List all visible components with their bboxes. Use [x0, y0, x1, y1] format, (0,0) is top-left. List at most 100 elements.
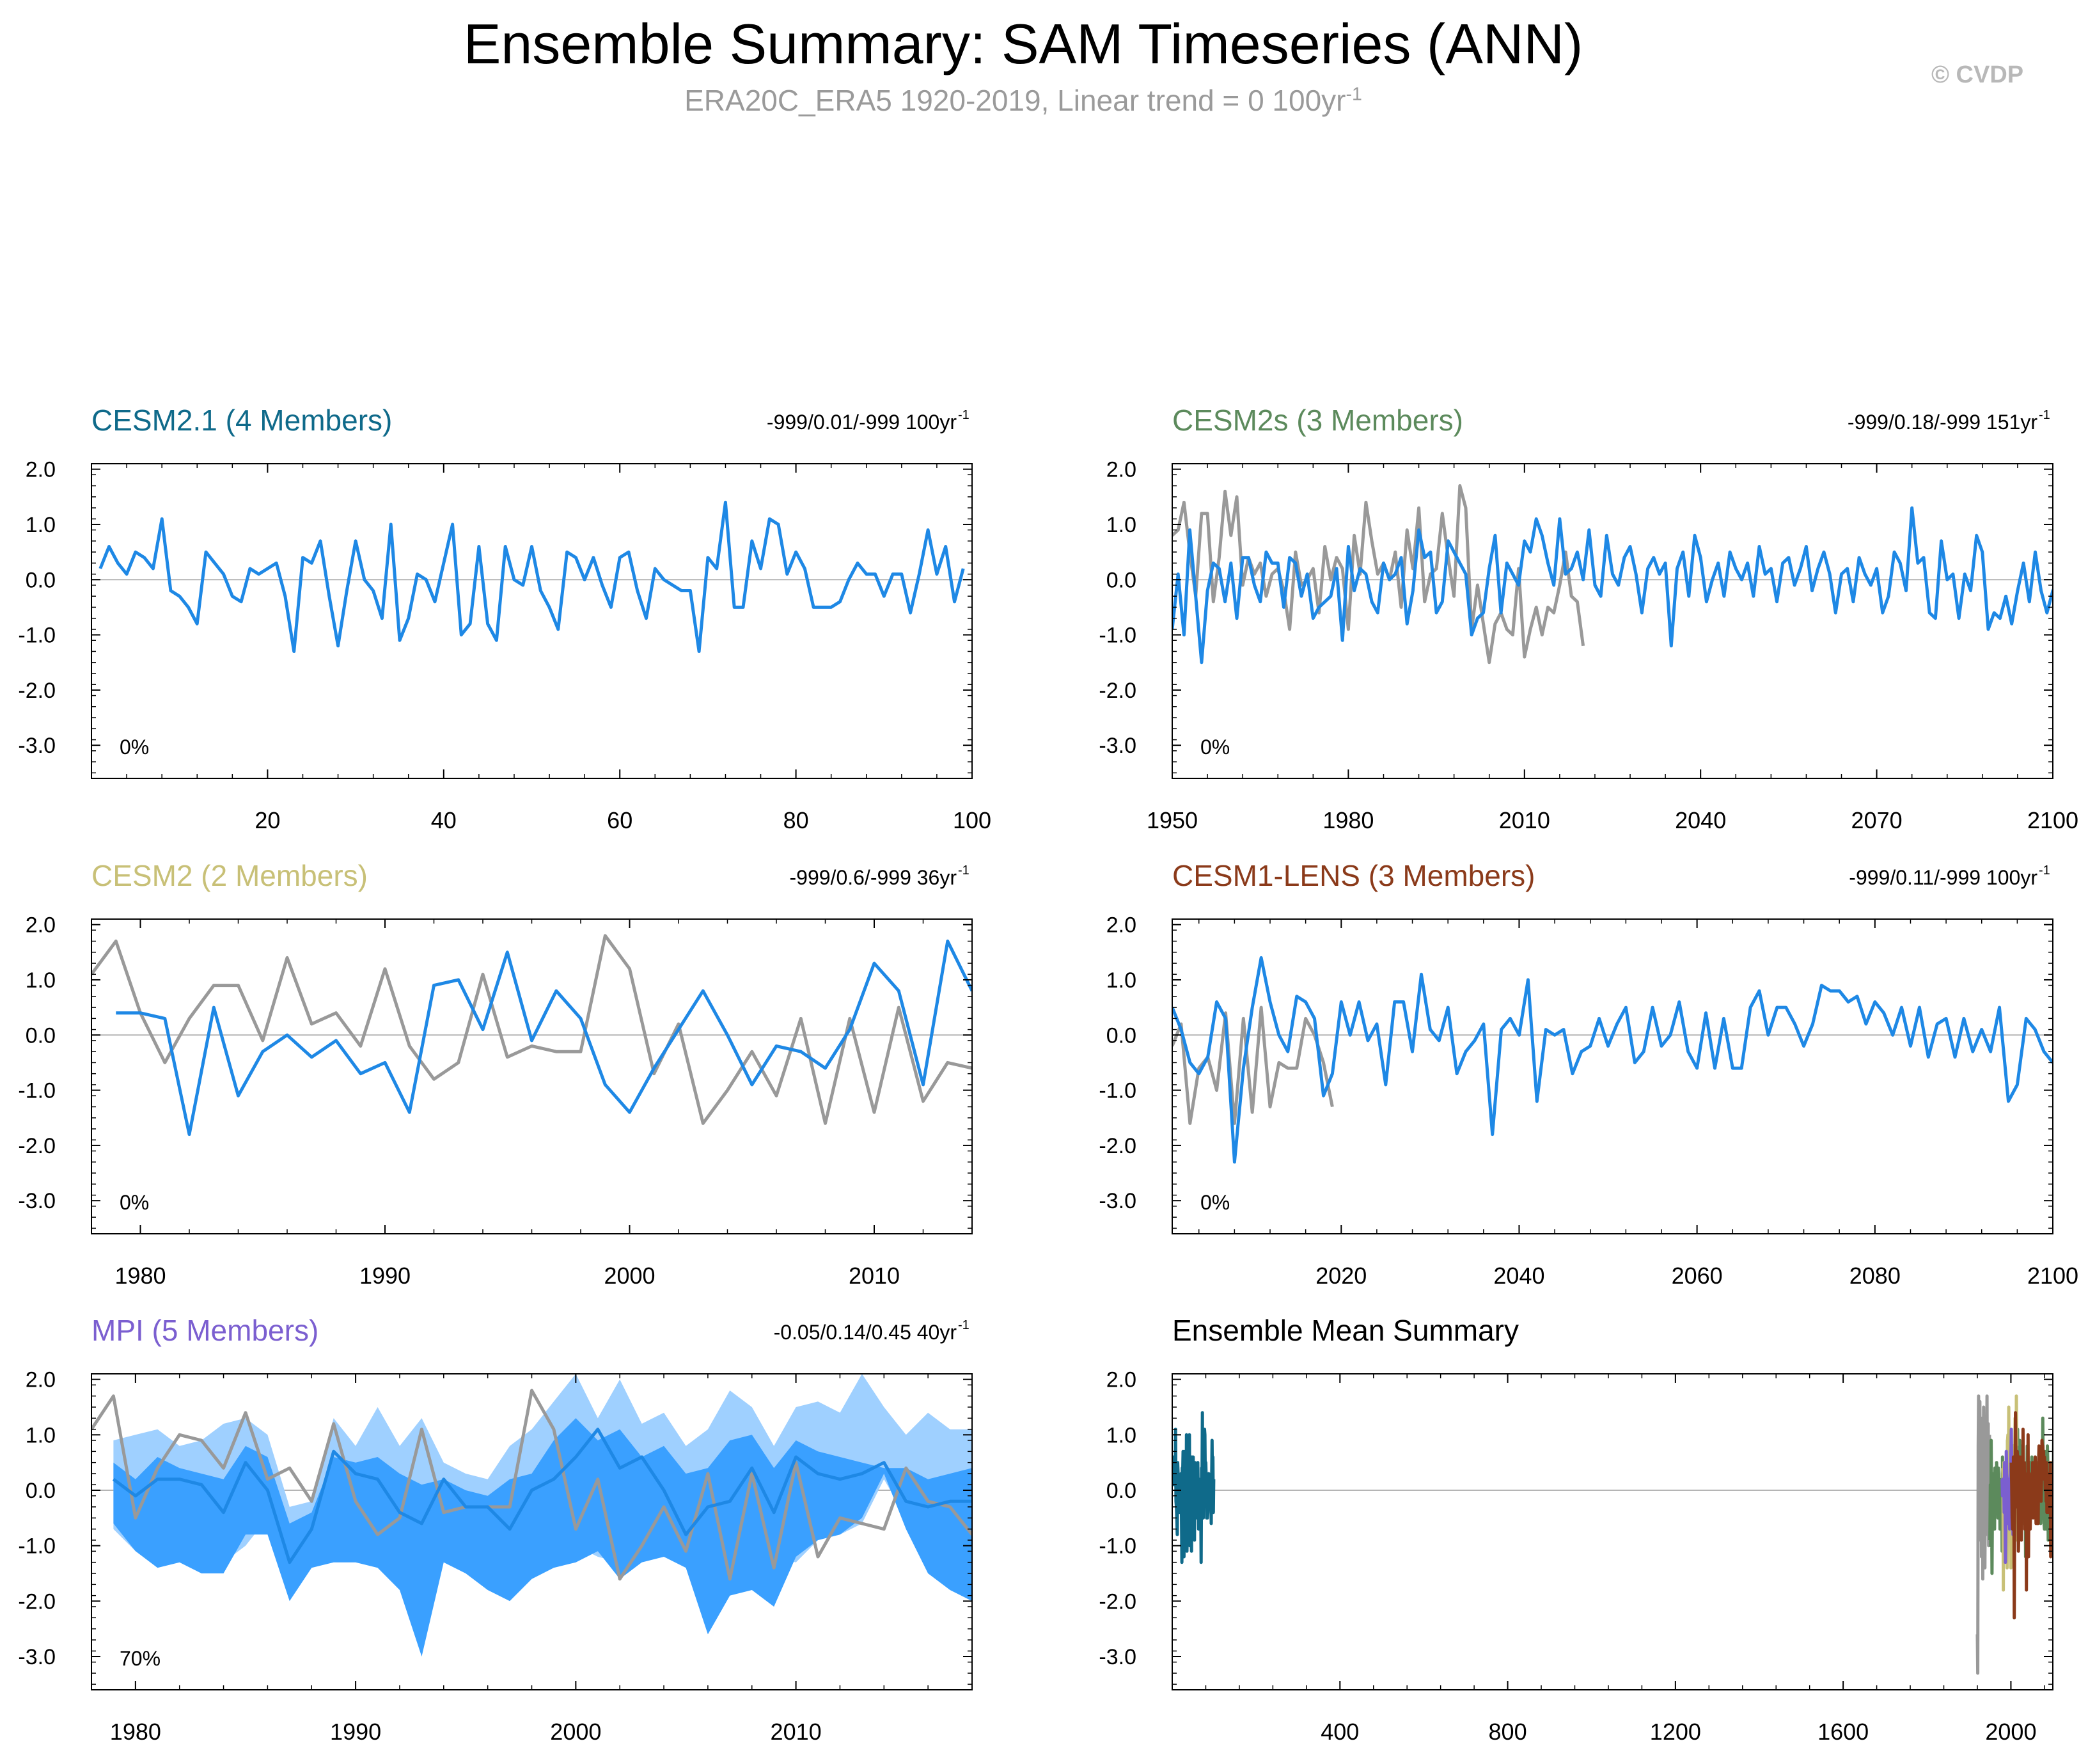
page-title-text: Ensemble Summary: SAM Timeseries (ANN) [463, 12, 1583, 75]
y-tick-label: -1.0 [18, 1079, 56, 1103]
y-tick-label: -1.0 [1099, 1534, 1136, 1559]
chart-panel-cesm1lens: CESM1-LENS (3 Members) -999/0.11/-999 100… [1099, 859, 2078, 1289]
x-tick-label: 1200 [1650, 1719, 1701, 1745]
x-tick-label: 2010 [771, 1719, 822, 1745]
series-line-model [1172, 956, 2053, 1164]
chart-panel-cesm2: CESM2 (2 Members) -999/0.6/-999 36yr -1 2.0… [18, 859, 973, 1289]
cvdp-watermark: © CVDP [1931, 61, 2023, 89]
series-line-model [112, 1428, 972, 1564]
series-line-observed [1172, 484, 1585, 665]
watermark-text: © CVDP [1931, 61, 2024, 88]
trend-exponent: -1 [958, 863, 969, 878]
y-tick-label: 2.0 [1106, 913, 1136, 938]
percent-annotation: 0% [1200, 1191, 1230, 1214]
trend-label: -999/0.01/-999 100yr [767, 411, 957, 434]
series-line-observed [91, 934, 972, 1125]
chart-panel-mpi: MPI (5 Members) -0.05/0.14/0.45 40yr -1 2.0… [18, 1314, 973, 1745]
x-tick-label: 40 [431, 807, 457, 833]
percent-annotation: 0% [120, 1191, 149, 1214]
x-tick-label: 800 [1489, 1719, 1527, 1745]
trend-label: -999/0.6/-999 36yr [790, 866, 957, 889]
x-tick-label: 2040 [1493, 1263, 1544, 1289]
x-tick-label: 2040 [1675, 807, 1726, 833]
y-tick-label: -3.0 [1099, 734, 1136, 758]
y-tick-label: 0.0 [1106, 1023, 1136, 1048]
y-tick-label: 2.0 [26, 1368, 56, 1392]
series-line-observed [1975, 1394, 1991, 1675]
y-tick-label: -1.0 [1099, 624, 1136, 648]
series-line-model [1172, 506, 2053, 665]
plot-frame [1172, 463, 2053, 779]
chart-panel-cesm21: CESM2.1 (4 Members) -999/0.01/-999 100yr -… [18, 404, 991, 833]
y-tick-label: 2.0 [1106, 1368, 1136, 1392]
y-tick-label: 2.0 [1106, 458, 1136, 482]
y-tick-label: 1.0 [26, 968, 56, 993]
y-tick-label: 1.0 [1106, 968, 1136, 993]
plot-frame [1172, 918, 2053, 1234]
plot-frame [91, 463, 973, 779]
x-tick-label: 1980 [110, 1719, 161, 1745]
chart-title: CESM2 (2 Members) [91, 859, 368, 892]
y-tick-label: -3.0 [18, 734, 56, 758]
chart-title: CESM1-LENS (3 Members) [1172, 859, 1535, 892]
x-tick-label: 2000 [550, 1719, 601, 1745]
percent-annotation: 70% [120, 1647, 161, 1670]
y-tick-label: -3.0 [18, 1189, 56, 1213]
series-line-cesm1-lens [2009, 1411, 2053, 1619]
x-tick-label: 2060 [1672, 1263, 1723, 1289]
x-tick-label: 80 [783, 807, 809, 833]
trend-exponent: -1 [2039, 863, 2050, 878]
x-tick-label: 1950 [1147, 807, 1198, 833]
x-tick-label: 2010 [1499, 807, 1550, 833]
x-tick-label: 2100 [2027, 1263, 2078, 1289]
plot-area [91, 934, 972, 1137]
chart-title: CESM2.1 (4 Members) [91, 404, 392, 437]
plot-frame [91, 918, 973, 1234]
trend-label: -999/0.11/-999 100yr [1849, 866, 2037, 889]
chart-panel-ensemble-mean: Ensemble Mean Summary 2.0 1.0 0.0 -1.0 -2.0 -3… [1099, 1314, 2053, 1745]
trend-exponent: -1 [958, 1318, 969, 1332]
trend-label: -0.05/0.14/0.45 40yr [774, 1321, 957, 1344]
y-tick-label: 1.0 [1106, 513, 1136, 537]
y-tick-label: 1.0 [1106, 1423, 1136, 1447]
y-tick-label: -2.0 [18, 679, 56, 703]
page-subtitle: ERA20C_ERA5 1920-2019, Linear trend = 0 … [0, 83, 2046, 118]
y-tick-label: 1.0 [26, 513, 56, 537]
x-tick-label: 1980 [1323, 807, 1374, 833]
x-tick-label: 2000 [604, 1263, 655, 1289]
plot-frame [1172, 1373, 2053, 1690]
plot-area [1172, 484, 2053, 665]
x-tick-label: 60 [607, 807, 632, 833]
percent-annotation: 0% [120, 736, 149, 759]
x-tick-label: 1990 [359, 1263, 411, 1289]
y-tick-label: -1.0 [18, 624, 56, 648]
x-tick-label: 1980 [114, 1263, 166, 1289]
y-tick-label: 0.0 [1106, 568, 1136, 592]
x-tick-label: 2010 [849, 1263, 900, 1289]
y-tick-label: -2.0 [18, 1589, 56, 1614]
x-tick-label: 2080 [1849, 1263, 1901, 1289]
chart-panel-cesm2s: CESM2s (3 Members) -999/0.18/-999 151yr -1… [1099, 404, 2078, 833]
series-line-observed [91, 1389, 972, 1581]
x-tick-label: 2100 [2027, 807, 2078, 833]
y-tick-label: -2.0 [18, 1134, 56, 1158]
y-tick-label: -3.0 [18, 1645, 56, 1669]
plot-area [1172, 1394, 2053, 1675]
plot-area [91, 500, 972, 653]
x-tick-label: 2020 [1315, 1263, 1367, 1289]
y-tick-label: -2.0 [1099, 679, 1136, 703]
page-subtitle-text: ERA20C_ERA5 1920-2019, Linear trend = 0 … [684, 84, 1346, 117]
x-tick-label: 1600 [1817, 1719, 1869, 1745]
plot-area [91, 1374, 972, 1657]
x-tick-label: 400 [1321, 1719, 1359, 1745]
y-tick-label: -1.0 [18, 1534, 56, 1559]
percent-annotation: 0% [1200, 736, 1230, 759]
y-tick-label: 0.0 [26, 568, 56, 592]
y-tick-label: 2.0 [26, 458, 56, 482]
chart-title: MPI (5 Members) [91, 1314, 318, 1347]
chart-title: CESM2s (3 Members) [1172, 404, 1463, 437]
y-tick-label: -3.0 [1099, 1645, 1136, 1669]
x-tick-label: 2000 [1985, 1719, 2036, 1745]
